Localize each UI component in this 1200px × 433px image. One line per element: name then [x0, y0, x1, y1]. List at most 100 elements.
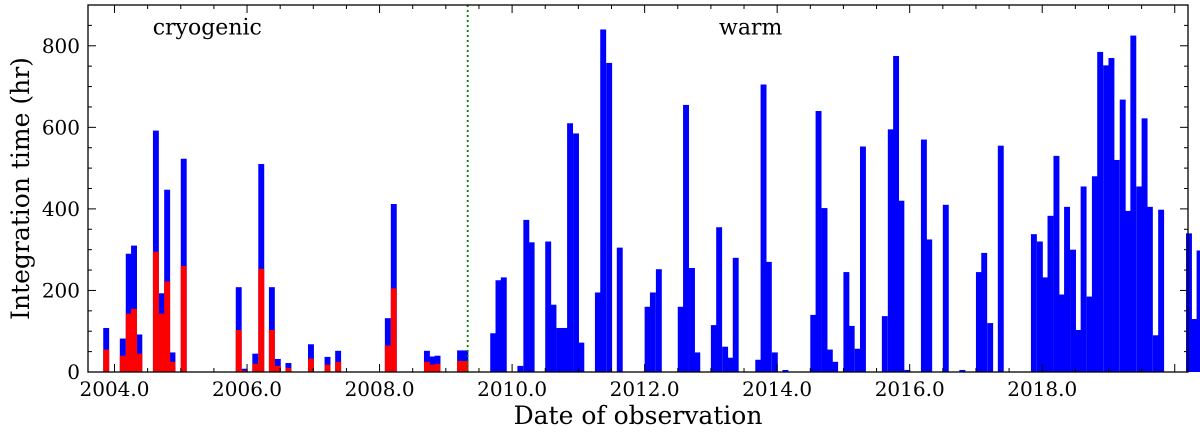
bar-red-12 [252, 363, 259, 372]
bar-blue-18 [324, 356, 331, 372]
bar-blue-82 [997, 145, 1004, 372]
bar-red-16 [285, 367, 292, 372]
bar-blue-50 [694, 352, 701, 372]
bar-blue-27 [490, 333, 497, 372]
bar-red-6 [158, 313, 165, 372]
plot-frame [87, 4, 1189, 373]
bar-blue-29 [500, 277, 507, 372]
bar-blue-31 [523, 219, 530, 372]
bar-red-21 [390, 288, 397, 372]
bar-red-0 [103, 349, 110, 372]
bar-blue-39 [578, 342, 585, 372]
bar-blue-101 [1130, 35, 1137, 372]
bar-blue-23 [429, 356, 436, 372]
bar-blue-108 [1191, 318, 1198, 372]
bar-red-8 [169, 361, 176, 372]
bar-blue-36 [561, 327, 568, 372]
bar-blue-13 [258, 164, 265, 372]
bar-blue-70 [881, 316, 888, 372]
bar-blue-2 [125, 253, 132, 372]
bar-blue-78 [959, 369, 966, 372]
y-tick-label: 800 [42, 34, 80, 58]
bar-blue-57 [760, 84, 767, 373]
bar-blue-64 [826, 349, 833, 372]
y-tick-label: 200 [42, 278, 80, 302]
bar-blue-51 [710, 325, 717, 372]
bar-blue-69 [859, 146, 866, 372]
bar-blue-85 [1042, 277, 1049, 372]
bar-blue-28 [495, 280, 502, 372]
bar-blue-96 [1103, 65, 1110, 372]
x-tick-label: 2010.0 [477, 377, 547, 401]
bar-blue-71 [887, 129, 894, 372]
bar-blue-97 [1108, 58, 1115, 372]
bar-blue-74 [904, 369, 911, 372]
bar-blue-95 [1097, 51, 1104, 372]
bar-blue-61 [810, 314, 817, 372]
x-tick-label: 2018.0 [1007, 377, 1077, 401]
bar-blue-106 [1158, 209, 1165, 372]
bar-blue-49 [689, 268, 695, 372]
bar-blue-16 [285, 363, 292, 372]
bar-red-22 [423, 361, 430, 372]
bar-blue-62 [815, 111, 822, 373]
bar-blue-83 [1030, 234, 1037, 372]
bar-red-2 [125, 313, 132, 372]
bar-blue-22 [423, 350, 430, 372]
annotation-cryogenic: cryogenic [153, 15, 262, 40]
bar-blue-33 [545, 241, 552, 372]
bar-blue-42 [606, 62, 613, 373]
bar-blue-30 [517, 365, 524, 372]
bar-blue-5 [152, 130, 159, 372]
bar-red-11 [241, 370, 248, 372]
x-tick-label: 2012.0 [610, 377, 680, 401]
bar-blue-47 [677, 306, 684, 372]
bar-red-15 [274, 365, 281, 372]
bar-blue-52 [716, 227, 723, 372]
bar-blue-105 [1152, 335, 1159, 372]
bar-red-5 [152, 251, 159, 372]
bar-blue-44 [644, 306, 651, 372]
x-tick-label: 2008.0 [345, 377, 415, 401]
bar-blue-81 [987, 323, 994, 372]
x-axis-label: Date of observation [514, 401, 763, 430]
bar-blue-21 [390, 204, 397, 372]
bar-blue-58 [765, 261, 772, 372]
bar-blue-45 [649, 292, 656, 372]
bar-blue-80 [981, 252, 988, 372]
bar-blue-68 [854, 348, 861, 372]
bar-blue-4 [136, 334, 143, 372]
bar-blue-90 [1070, 249, 1076, 372]
bar-red-17 [308, 358, 314, 372]
y-axis-label: Integration time (hr) [6, 57, 35, 320]
bar-blue-77 [942, 204, 949, 372]
y-tick-labels: 0 200 400 600 800 [42, 34, 80, 384]
bar-blue-72 [893, 55, 900, 372]
bar-blue-102 [1136, 186, 1143, 372]
bar-red-26 [462, 360, 469, 372]
x-tick-label: 2014.0 [742, 377, 812, 401]
bar-blue-34 [550, 304, 557, 372]
y-tick-label: 0 [67, 360, 80, 384]
x-tick-label: 2004.0 [80, 377, 150, 401]
bar-blue-43 [616, 247, 623, 372]
bar-red-10 [235, 330, 242, 372]
bar-red-25 [457, 360, 464, 372]
bar-blue-73 [898, 200, 905, 372]
x-tick-labels: 2004.0 2006.0 2008.0 2010.0 2012.0 2014.0 2016… [80, 377, 1078, 401]
bar-blue-100 [1125, 210, 1131, 372]
bar-red-23 [429, 364, 436, 372]
bar-blue-17 [308, 344, 314, 372]
bar-blue-40 [594, 292, 601, 372]
bar-blue-20 [384, 318, 391, 372]
bar-blue-84 [1036, 241, 1043, 372]
bar-blue-19 [335, 350, 342, 372]
annotation-warm: warm [719, 15, 782, 40]
bar-blue-103 [1141, 118, 1148, 372]
bar-blue-67 [848, 325, 855, 372]
bar-blue-65 [832, 361, 839, 372]
bar-blue-38 [573, 133, 579, 372]
x-tick-label: 2006.0 [212, 377, 282, 401]
bar-blue-66 [843, 272, 850, 372]
bar-blue-46 [655, 269, 662, 372]
